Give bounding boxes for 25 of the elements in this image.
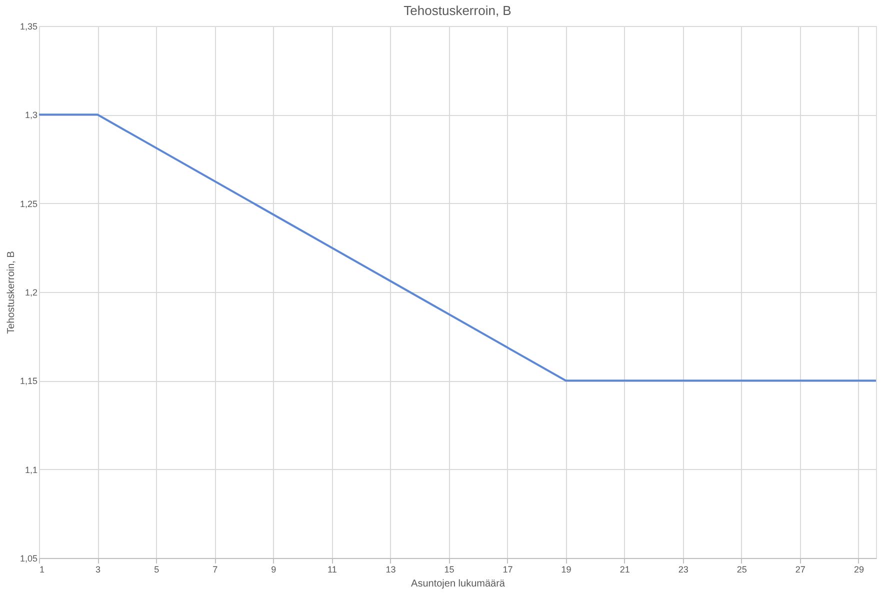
y-tick-label: 1,35 (20, 22, 38, 32)
x-tick-label: 29 (854, 564, 864, 574)
chart-title: Tehostuskerroin, B (404, 3, 512, 18)
x-tick-label: 23 (678, 564, 688, 574)
y-tick-label: 1,05 (20, 554, 38, 564)
x-tick-label: 27 (795, 564, 806, 574)
x-tick-label: 25 (736, 564, 747, 574)
x-tick-label: 1 (40, 564, 45, 574)
y-tick-label: 1,2 (24, 288, 38, 298)
x-tick-label: 11 (327, 564, 337, 574)
x-tick-label: 3 (96, 564, 101, 574)
x-tick-label: 5 (154, 564, 160, 574)
y-tick-label: 1,15 (20, 376, 38, 386)
x-tick-label: 19 (561, 564, 572, 574)
x-tick-label: 9 (271, 564, 276, 574)
x-tick-label: 7 (212, 564, 218, 574)
x-axis-title: Asuntojen lukumäärä (411, 578, 506, 590)
y-axis-title: Tehostuskerroin, B (6, 250, 17, 334)
y-tick-label: 1,25 (20, 198, 38, 209)
y-tick-label: 1,1 (24, 464, 38, 475)
x-tick-label: 15 (444, 564, 454, 574)
y-tick-label: 1,3 (24, 110, 38, 120)
x-tick-label: 17 (502, 564, 513, 574)
x-tick-label: 21 (620, 564, 630, 574)
x-tick-label: 13 (386, 564, 396, 574)
